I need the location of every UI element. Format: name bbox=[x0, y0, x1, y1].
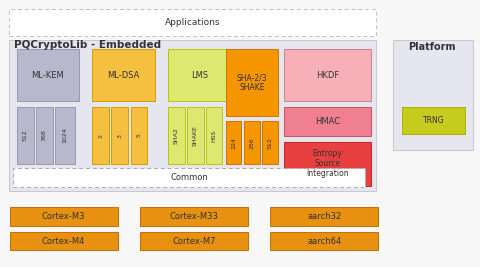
FancyBboxPatch shape bbox=[168, 107, 185, 164]
Text: 1024: 1024 bbox=[63, 128, 68, 143]
FancyBboxPatch shape bbox=[131, 107, 147, 164]
FancyBboxPatch shape bbox=[55, 107, 75, 164]
Text: ML-KEM: ML-KEM bbox=[32, 71, 64, 80]
Text: Cortex-M4: Cortex-M4 bbox=[42, 237, 85, 246]
FancyBboxPatch shape bbox=[284, 142, 371, 186]
FancyBboxPatch shape bbox=[402, 107, 465, 134]
FancyBboxPatch shape bbox=[17, 49, 79, 101]
Text: SHA-2/3
SHAKE: SHA-2/3 SHAKE bbox=[237, 73, 267, 92]
FancyBboxPatch shape bbox=[140, 232, 248, 250]
Text: ML-DSA: ML-DSA bbox=[107, 71, 140, 80]
Text: Cortex-M7: Cortex-M7 bbox=[172, 237, 216, 246]
Text: 3: 3 bbox=[117, 134, 122, 138]
FancyBboxPatch shape bbox=[226, 49, 278, 116]
Text: 224: 224 bbox=[231, 137, 236, 149]
FancyBboxPatch shape bbox=[36, 107, 53, 164]
Text: aarch32: aarch32 bbox=[307, 212, 341, 221]
Text: HMAC: HMAC bbox=[315, 117, 340, 126]
FancyBboxPatch shape bbox=[393, 40, 473, 150]
FancyBboxPatch shape bbox=[92, 107, 109, 164]
FancyBboxPatch shape bbox=[10, 207, 118, 226]
Text: Cortex-M3: Cortex-M3 bbox=[42, 212, 85, 221]
FancyBboxPatch shape bbox=[111, 107, 128, 164]
FancyBboxPatch shape bbox=[92, 49, 155, 101]
FancyBboxPatch shape bbox=[206, 107, 222, 164]
Text: Entropy
Source
Integration: Entropy Source Integration bbox=[306, 149, 348, 178]
Text: aarch64: aarch64 bbox=[307, 237, 341, 246]
Text: Applications: Applications bbox=[165, 18, 220, 27]
FancyBboxPatch shape bbox=[270, 232, 378, 250]
FancyBboxPatch shape bbox=[17, 107, 34, 164]
Text: 512: 512 bbox=[23, 129, 28, 142]
FancyBboxPatch shape bbox=[187, 107, 204, 164]
FancyBboxPatch shape bbox=[284, 49, 371, 101]
Text: SHAKE: SHAKE bbox=[193, 125, 198, 146]
FancyBboxPatch shape bbox=[270, 207, 378, 226]
FancyBboxPatch shape bbox=[13, 168, 365, 187]
FancyBboxPatch shape bbox=[244, 121, 260, 164]
FancyBboxPatch shape bbox=[226, 121, 241, 164]
FancyBboxPatch shape bbox=[284, 107, 371, 136]
Text: HSS: HSS bbox=[212, 129, 217, 142]
FancyBboxPatch shape bbox=[10, 232, 118, 250]
FancyBboxPatch shape bbox=[262, 121, 278, 164]
Text: TRNG: TRNG bbox=[422, 116, 444, 125]
Text: 256: 256 bbox=[249, 137, 254, 149]
Text: LMS: LMS bbox=[191, 71, 208, 80]
Text: 5: 5 bbox=[136, 134, 142, 138]
Text: 512: 512 bbox=[267, 137, 273, 149]
Text: Cortex-M33: Cortex-M33 bbox=[170, 212, 218, 221]
Text: PQCryptoLib - Embedded: PQCryptoLib - Embedded bbox=[14, 40, 162, 50]
FancyBboxPatch shape bbox=[9, 9, 376, 36]
Text: 2: 2 bbox=[98, 134, 103, 138]
FancyBboxPatch shape bbox=[168, 49, 230, 101]
FancyBboxPatch shape bbox=[140, 207, 248, 226]
Text: HKDF: HKDF bbox=[316, 71, 339, 80]
Text: Common: Common bbox=[170, 173, 208, 182]
FancyBboxPatch shape bbox=[9, 40, 376, 191]
Text: Platform: Platform bbox=[408, 42, 456, 52]
Text: SHA2: SHA2 bbox=[174, 127, 179, 144]
Text: 768: 768 bbox=[42, 129, 47, 142]
